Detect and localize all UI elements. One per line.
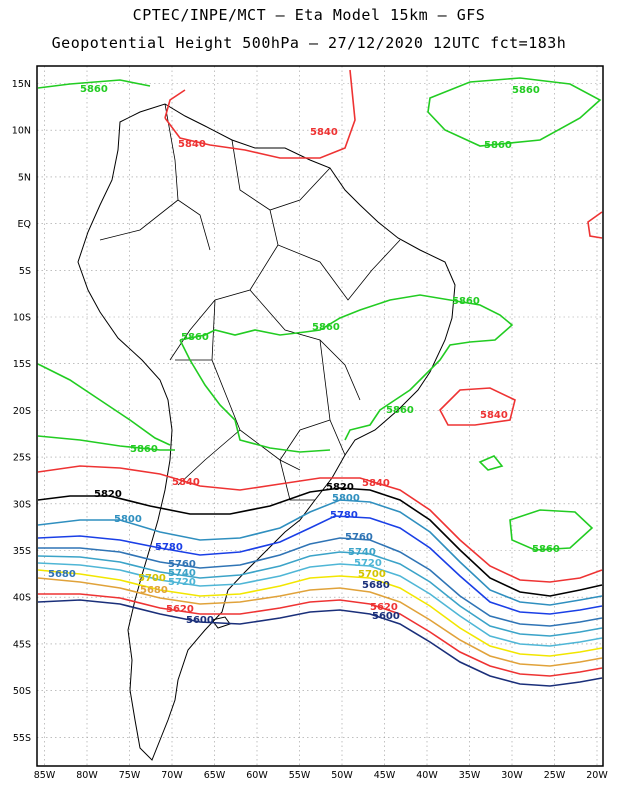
contour-label: 5800 bbox=[332, 493, 360, 504]
contour-5860-north bbox=[37, 79, 151, 89]
contour-label: 5860 bbox=[452, 296, 480, 307]
contour-5800 bbox=[37, 499, 603, 606]
contour-5840-south bbox=[37, 465, 603, 583]
contour-label: 5840 bbox=[480, 410, 508, 421]
contour-5680 bbox=[37, 577, 603, 667]
contour-5840-north bbox=[164, 69, 356, 159]
axis-ticks: 85W 80W 75W 70W 65W 60W 55W 50W 45W 40W 35W 30W 25W 2… bbox=[12, 79, 609, 781]
contour-label: 5820 bbox=[94, 489, 122, 500]
lat-tick-label: 5S bbox=[19, 266, 31, 277]
lat-tick-label: 20S bbox=[13, 406, 31, 417]
contour-label: 5680 bbox=[362, 580, 390, 591]
contour-label: 5800 bbox=[114, 514, 142, 525]
country-borders bbox=[99, 103, 401, 501]
map-title-line1: CPTEC/INPE/MCT – Eta Model 15km – GFS bbox=[132, 6, 486, 24]
contour-5840-caribbean bbox=[164, 89, 186, 119]
contour-label: 5860 bbox=[181, 332, 209, 343]
contour-label: 5840 bbox=[178, 139, 206, 150]
contour-5780 bbox=[37, 515, 603, 615]
contour-label: 5860 bbox=[312, 322, 340, 333]
lon-tick-label: 70W bbox=[161, 770, 183, 781]
contour-5700 bbox=[37, 569, 603, 657]
contour-label: 5860 bbox=[130, 444, 158, 455]
lat-tick-label: 15S bbox=[13, 359, 31, 370]
contour-5860-closed-north-atlantic bbox=[427, 77, 602, 147]
lon-tick-label: 35W bbox=[459, 770, 481, 781]
contour-label: 5860 bbox=[512, 85, 540, 96]
lon-tick-label: 80W bbox=[76, 770, 98, 781]
lat-tick-label: 10N bbox=[12, 126, 31, 137]
lat-tick-label: 30S bbox=[13, 499, 31, 510]
contour-label: 5760 bbox=[345, 532, 373, 543]
contour-label: 5720 bbox=[354, 558, 382, 569]
contour-5720 bbox=[37, 562, 603, 647]
contour-label: 5780 bbox=[155, 542, 183, 553]
contour-5860-continent-loop bbox=[179, 339, 331, 453]
contour-5860-inland bbox=[179, 294, 514, 441]
contour-label: 5620 bbox=[370, 602, 398, 613]
lon-tick-label: 20W bbox=[586, 770, 608, 781]
lon-tick-label: 55W bbox=[289, 770, 311, 781]
contour-label: 5840 bbox=[310, 127, 338, 138]
contour-label: 5720 bbox=[168, 577, 196, 588]
contour-5860-pacific bbox=[37, 363, 171, 446]
lon-tick-label: 50W bbox=[331, 770, 353, 781]
lon-tick-label: 60W bbox=[246, 770, 268, 781]
contour-label: 5600 bbox=[372, 611, 400, 622]
lat-tick-label: EQ bbox=[18, 219, 31, 230]
lon-tick-label: 30W bbox=[501, 770, 523, 781]
contour-5840-east bbox=[587, 211, 603, 239]
lat-tick-label: 40S bbox=[13, 593, 31, 604]
contour-label: 5700 bbox=[138, 573, 166, 584]
contour-5860-small-cell bbox=[478, 455, 504, 471]
contour-5820 bbox=[37, 487, 603, 597]
lat-tick-label: 45S bbox=[13, 639, 31, 650]
contour-5660 bbox=[38, 593, 603, 677]
contour-label: 5840 bbox=[172, 477, 200, 488]
contour-label: 5780 bbox=[330, 510, 358, 521]
contour-5860-south-atlantic bbox=[509, 509, 594, 551]
contour-5740 bbox=[37, 551, 603, 637]
lat-tick-label: 50S bbox=[13, 686, 31, 697]
lon-tick-label: 40W bbox=[416, 770, 438, 781]
contour-5760 bbox=[38, 537, 603, 627]
contour-label: 5740 bbox=[168, 568, 196, 579]
lat-tick-label: 55S bbox=[13, 733, 31, 744]
contour-label: 5740 bbox=[348, 547, 376, 558]
lat-tick-label: 25S bbox=[13, 453, 31, 464]
contour-5860-pacific-south bbox=[37, 435, 175, 451]
contour-lines bbox=[37, 69, 603, 687]
lon-tick-label: 65W bbox=[204, 770, 226, 781]
south-america-coastline bbox=[77, 103, 456, 761]
contour-label: 5860 bbox=[386, 405, 414, 416]
map-title-line2: Geopotential Height 500hPa – 27/12/2020 … bbox=[51, 34, 567, 52]
contour-label: 5600 bbox=[186, 615, 214, 626]
contour-label: 5620 bbox=[166, 604, 194, 615]
lon-tick-label: 75W bbox=[119, 770, 141, 781]
contour-label: 5860 bbox=[484, 140, 512, 151]
lat-tick-label: 15N bbox=[12, 79, 31, 90]
contour-label: 5700 bbox=[358, 569, 386, 580]
contour-5600 bbox=[37, 599, 603, 687]
lat-tick-label: 35S bbox=[13, 546, 31, 557]
lat-tick-label: 5N bbox=[18, 172, 31, 183]
contour-label: 5760 bbox=[168, 559, 196, 570]
continent-outline bbox=[77, 103, 456, 761]
contour-labels: 5860 5860 5860 5860 5860 5860 5860 5860 … bbox=[48, 84, 560, 626]
contour-label: 5680 bbox=[140, 585, 168, 596]
contour-label: 5820 bbox=[326, 482, 354, 493]
lon-tick-label: 45W bbox=[374, 770, 396, 781]
lat-tick-label: 10S bbox=[13, 313, 31, 324]
lon-tick-label: 85W bbox=[34, 770, 56, 781]
contour-5840-cell-southeast bbox=[439, 387, 516, 426]
map-frame bbox=[36, 65, 604, 767]
lat-lon-grid bbox=[37, 66, 603, 766]
contour-label: 5860 bbox=[80, 84, 108, 95]
contour-label: 5680 bbox=[48, 569, 76, 580]
contour-label: 5840 bbox=[362, 478, 390, 489]
lon-tick-label: 25W bbox=[544, 770, 566, 781]
contour-label: 5860 bbox=[532, 544, 560, 555]
